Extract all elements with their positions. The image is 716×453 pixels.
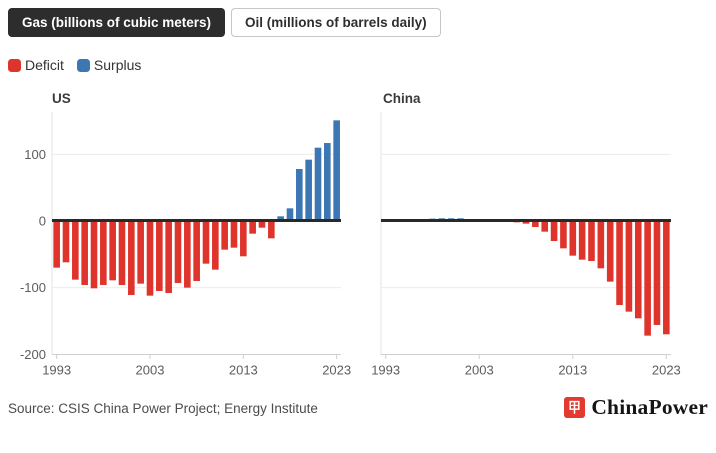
y-tick-label-us-100: 100 (24, 147, 46, 162)
brand-lockup: ChinaPower (564, 395, 708, 420)
bar-china-2019[interactable] (625, 221, 633, 312)
bar-us-1996[interactable] (81, 221, 88, 285)
bar-us-2015[interactable] (258, 221, 266, 228)
bar-us-2019[interactable] (296, 169, 303, 221)
bar-china-2022[interactable] (653, 221, 661, 325)
bar-china-2021[interactable] (644, 221, 651, 336)
bar-us-2002[interactable] (137, 221, 144, 284)
x-tick-label-china-2013: 2013 (558, 363, 587, 378)
bar-us-2009[interactable] (202, 221, 210, 264)
bar-us-2016[interactable] (268, 221, 275, 239)
bar-us-2008[interactable] (193, 221, 200, 281)
bar-us-1995[interactable] (72, 221, 79, 280)
x-tick-label-china-1993: 1993 (371, 363, 400, 378)
bar-us-2011[interactable] (221, 221, 228, 250)
bar-china-2017[interactable] (606, 221, 614, 282)
bar-china-2023[interactable] (663, 221, 670, 335)
bar-china-2014[interactable] (578, 221, 586, 260)
bar-us-1997[interactable] (90, 221, 98, 289)
bar-us-2012[interactable] (230, 221, 238, 248)
bar-us-1993[interactable] (53, 221, 60, 268)
bar-china-2010[interactable] (541, 221, 549, 232)
chinapower-logo-icon (564, 397, 586, 418)
bar-china-2012[interactable] (560, 221, 567, 249)
x-tick-label-us-2023: 2023 (322, 363, 351, 378)
bar-china-2020[interactable] (634, 221, 642, 319)
bar-us-2013[interactable] (240, 221, 247, 257)
bar-china-2011[interactable] (550, 221, 558, 241)
bar-china-2009[interactable] (532, 221, 539, 227)
x-tick-label-china-2003: 2003 (465, 363, 494, 378)
surplus-color-swatch (76, 58, 90, 72)
bar-us-2017[interactable] (277, 216, 284, 221)
x-tick-label-us-1993: 1993 (42, 363, 71, 378)
us-chart-title: US (52, 91, 71, 106)
bar-us-2022[interactable] (324, 143, 331, 221)
bar-us-2000[interactable] (118, 221, 126, 285)
bar-us-2014[interactable] (249, 221, 256, 234)
bar-china-2018[interactable] (616, 221, 623, 305)
bar-us-2001[interactable] (128, 221, 135, 295)
y-tick-label-us-0: 0 (39, 214, 46, 229)
bar-us-2021[interactable] (314, 147, 322, 221)
bar-us-2004[interactable] (156, 221, 163, 291)
china-chart-title: China (383, 91, 421, 106)
legend: Deficit Surplus (8, 57, 141, 73)
legend-item-surplus: Surplus (76, 57, 142, 73)
bar-us-2006[interactable] (174, 221, 182, 283)
brand-name: ChinaPower (591, 395, 708, 419)
tab-bar: Gas (billions of cubic meters) Oil (mill… (8, 8, 441, 37)
bar-us-2005[interactable] (165, 221, 172, 293)
x-tick-label-us-2013: 2013 (229, 363, 258, 378)
tab-gas[interactable]: Gas (billions of cubic meters) (8, 8, 226, 37)
bar-us-2007[interactable] (184, 221, 191, 288)
tab-oil[interactable]: Oil (millions of barrels daily) (231, 8, 441, 37)
bar-china-2015[interactable] (588, 221, 595, 261)
bar-us-1999[interactable] (109, 221, 116, 281)
x-tick-label-us-2003: 2003 (136, 363, 165, 378)
deficit-color-swatch (8, 58, 21, 72)
bar-us-1998[interactable] (100, 221, 107, 285)
bar-us-2018[interactable] (286, 208, 294, 221)
bar-china-2013[interactable] (569, 221, 577, 256)
bar-us-2023[interactable] (333, 120, 340, 221)
legend-label-deficit: Deficit (25, 57, 64, 73)
y-tick-label-us--200: -200 (20, 347, 46, 362)
bar-us-1994[interactable] (62, 221, 70, 263)
bar-us-2003[interactable] (146, 221, 154, 296)
bar-us-2010[interactable] (212, 221, 219, 270)
legend-item-deficit: Deficit (8, 57, 64, 73)
bar-china-2008[interactable] (522, 221, 530, 224)
bar-china-2016[interactable] (597, 221, 605, 269)
bar-us-2020[interactable] (305, 159, 312, 221)
legend-label-surplus: Surplus (93, 57, 142, 73)
x-tick-label-china-2023: 2023 (652, 363, 681, 378)
source-credit: Source: CSIS China Power Project; Energy… (8, 401, 318, 416)
y-tick-label-us--100: -100 (20, 280, 46, 295)
